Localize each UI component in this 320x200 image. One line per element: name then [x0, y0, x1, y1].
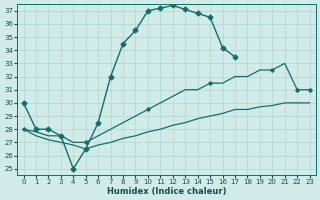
X-axis label: Humidex (Indice chaleur): Humidex (Indice chaleur) [107, 187, 226, 196]
